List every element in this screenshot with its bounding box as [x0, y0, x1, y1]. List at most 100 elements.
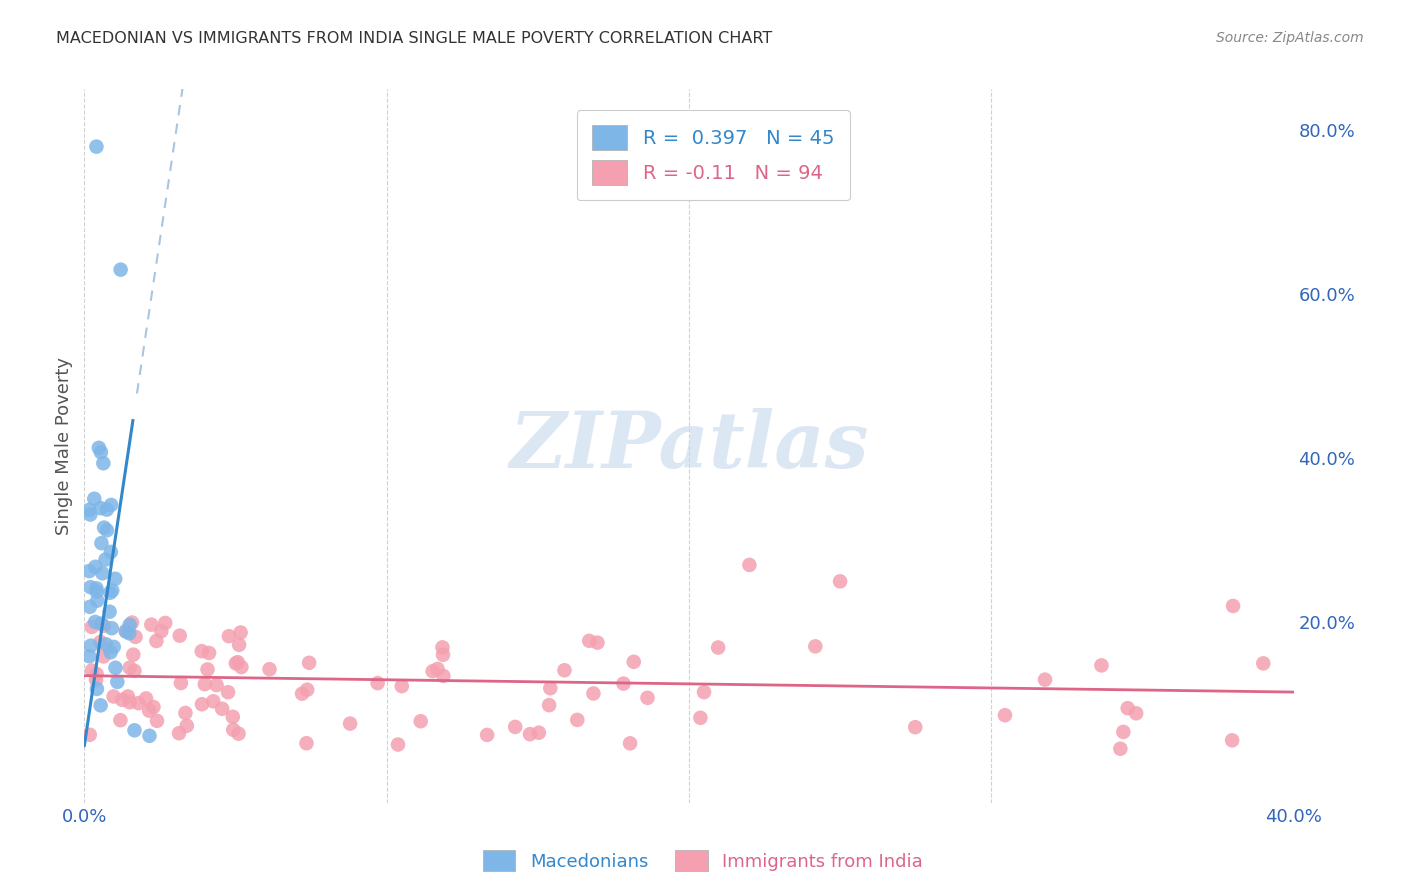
Point — [96, 523, 118, 537]
Point — [387, 738, 409, 752]
Point — [707, 640, 730, 655]
Point — [637, 690, 659, 705]
Point — [830, 574, 852, 589]
Point — [1125, 706, 1147, 721]
Point — [94, 552, 117, 566]
Y-axis label: Single Male Poverty: Single Male Poverty — [55, 357, 73, 535]
Point — [80, 620, 103, 634]
Point — [86, 582, 108, 596]
Point — [226, 655, 249, 669]
Point — [141, 617, 163, 632]
Point — [367, 676, 389, 690]
Point — [150, 624, 173, 639]
Point — [205, 678, 228, 692]
Point — [90, 698, 112, 713]
Point — [124, 630, 146, 644]
Point — [432, 640, 454, 655]
Point — [225, 657, 247, 671]
Point — [1109, 741, 1132, 756]
Point — [231, 660, 253, 674]
Point — [1090, 658, 1112, 673]
Point — [100, 498, 122, 512]
Point — [110, 713, 132, 727]
Point — [197, 662, 219, 676]
Point — [111, 693, 134, 707]
Point — [169, 629, 191, 643]
Point — [295, 736, 318, 750]
Point — [145, 634, 167, 648]
Point — [93, 619, 115, 633]
Point — [138, 704, 160, 718]
Point — [432, 669, 454, 683]
Point — [1112, 725, 1135, 739]
Point — [118, 661, 141, 675]
Point — [391, 679, 413, 693]
Point — [127, 696, 149, 710]
Point — [138, 729, 160, 743]
Point — [229, 625, 252, 640]
Point — [90, 536, 112, 550]
Point — [176, 719, 198, 733]
Point — [586, 635, 609, 649]
Point — [98, 585, 121, 599]
Point — [86, 593, 108, 607]
Point — [90, 616, 112, 631]
Point — [623, 655, 645, 669]
Point — [84, 615, 107, 629]
Point — [339, 716, 361, 731]
Point — [96, 502, 118, 516]
Point — [104, 661, 127, 675]
Point — [426, 662, 449, 676]
Point — [89, 635, 111, 649]
Point — [79, 580, 101, 594]
Text: ZIPatlas: ZIPatlas — [509, 408, 869, 484]
Point — [94, 637, 117, 651]
Point — [79, 728, 101, 742]
Point — [79, 564, 101, 578]
Point — [155, 615, 177, 630]
Point — [98, 605, 121, 619]
Point — [122, 648, 145, 662]
Point — [77, 649, 100, 664]
Point — [904, 720, 927, 734]
Point — [1220, 733, 1243, 747]
Point — [146, 714, 169, 728]
Point — [100, 545, 122, 559]
Point — [79, 508, 101, 522]
Point — [567, 713, 589, 727]
Point — [105, 674, 128, 689]
Point — [553, 663, 575, 677]
Point — [1033, 673, 1056, 687]
Point — [738, 558, 761, 572]
Point — [612, 676, 634, 690]
Point — [222, 723, 245, 737]
Point — [167, 726, 190, 740]
Point — [174, 706, 197, 720]
Point — [1253, 657, 1275, 671]
Point — [91, 566, 114, 581]
Point — [259, 662, 281, 676]
Point — [84, 559, 107, 574]
Point — [527, 725, 550, 739]
Point — [93, 520, 115, 534]
Point — [80, 664, 103, 678]
Point — [100, 645, 122, 659]
Point — [91, 456, 114, 470]
Point — [124, 723, 146, 738]
Point — [422, 664, 444, 678]
Point — [295, 682, 318, 697]
Point — [103, 690, 125, 704]
Point — [578, 633, 600, 648]
Point — [198, 646, 221, 660]
Point — [211, 702, 233, 716]
Point — [409, 714, 432, 729]
Point — [118, 618, 141, 632]
Point — [84, 673, 107, 687]
Point — [80, 639, 103, 653]
Point — [90, 445, 112, 459]
Point — [222, 710, 245, 724]
Point — [86, 681, 108, 696]
Point — [86, 584, 108, 599]
Point — [538, 681, 561, 696]
Point — [202, 694, 225, 708]
